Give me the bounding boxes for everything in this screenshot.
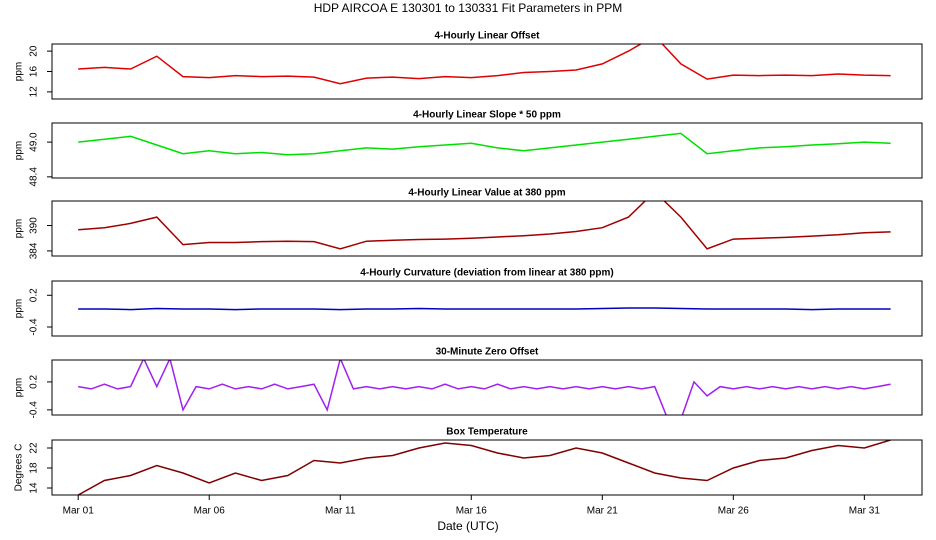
y-axis-label: Degrees C [14, 444, 25, 492]
panel-frame [51, 200, 923, 257]
x-tick-label: Mar 26 [718, 506, 750, 517]
y-tick-label: 0.2 [29, 375, 40, 389]
panel-plot [78, 44, 891, 85]
panel-frame [51, 439, 923, 496]
panel-frame [51, 359, 923, 416]
y-tick-label: -0.4 [29, 318, 40, 336]
y-tick-label: 18 [29, 462, 40, 474]
panel-plot [77, 440, 891, 495]
x-axis-label: Date (UTC) [437, 519, 498, 533]
y-tick-label: 0.2 [29, 288, 40, 302]
data-line [78, 201, 891, 250]
y-tick-label: 16 [29, 66, 40, 78]
x-tick-label: Mar 16 [456, 506, 488, 517]
y-tick-label: -0.4 [29, 401, 40, 419]
panel-title: 4-Hourly Linear Value at 380 ppm [408, 188, 565, 199]
data-line [78, 307, 891, 311]
y-axis-label: ppm [14, 141, 25, 160]
panel-plot [78, 307, 891, 311]
panel-frame [51, 280, 923, 337]
data-line [78, 360, 891, 415]
y-axis-label: ppm [14, 378, 25, 397]
panel-title: 4-Hourly Linear Offset [434, 31, 540, 42]
data-line [77, 440, 891, 495]
chart-title: HDP AIRCOA E 130301 to 130331 Fit Parame… [314, 1, 623, 15]
panel-title: Box Temperature [446, 427, 528, 438]
x-tick-label: Mar 01 [63, 506, 95, 517]
y-axis-label: ppm [14, 62, 25, 81]
panel-title: 30-Minute Zero Offset [436, 347, 539, 358]
y-axis-label: ppm [14, 219, 25, 238]
panel-frame [51, 43, 923, 100]
y-axis-label: ppm [14, 299, 25, 318]
y-tick-label: 384 [29, 242, 40, 259]
data-line [78, 44, 891, 85]
panel-title: 4-Hourly Curvature (deviation from linea… [360, 268, 613, 279]
x-tick-label: Mar 21 [587, 506, 619, 517]
y-tick-label: 48.4 [29, 167, 40, 187]
y-tick-label: 20 [29, 45, 40, 57]
panel-plot [78, 132, 891, 156]
panel-plot [78, 360, 891, 415]
x-tick-label: Mar 31 [849, 506, 881, 517]
panel-plot [78, 201, 891, 250]
panel-title: 4-Hourly Linear Slope * 50 ppm [413, 110, 561, 121]
y-tick-label: 22 [29, 442, 40, 454]
x-tick-label: Mar 06 [194, 506, 226, 517]
data-line [78, 132, 891, 156]
y-tick-label: 12 [29, 86, 40, 98]
x-tick-label: Mar 11 [325, 506, 356, 517]
y-tick-label: 390 [29, 217, 40, 234]
y-tick-label: 49.0 [29, 132, 40, 152]
y-tick-label: 14 [29, 482, 40, 494]
panel-frame [51, 122, 923, 179]
